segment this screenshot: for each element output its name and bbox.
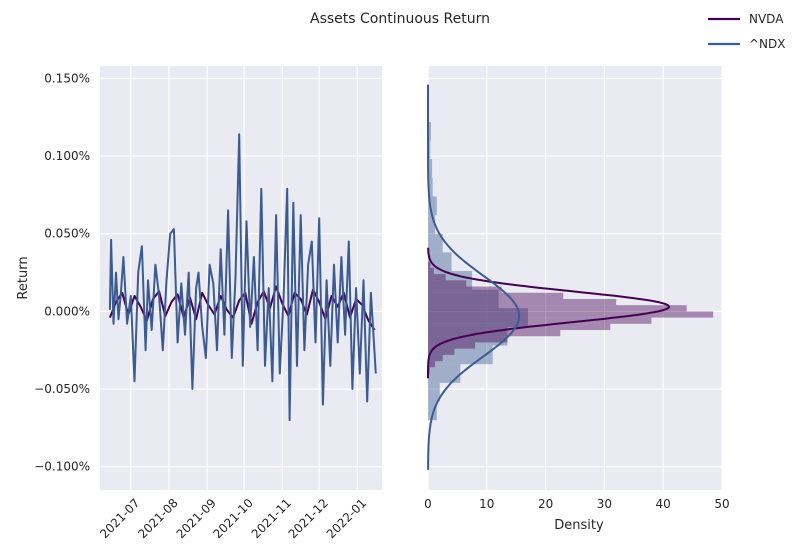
hist-bar-nvda	[428, 298, 617, 306]
left-x-tick-label: 2021-08	[135, 496, 180, 541]
right-kde-curves	[427, 84, 671, 470]
left-x-ticks: 2021-072021-082021-092021-102021-112021-…	[97, 496, 369, 541]
left-y-tick-label: 0.000%	[44, 304, 90, 318]
hist-bar-ndx	[428, 345, 493, 365]
right-x-tick-label: 10	[479, 497, 494, 511]
hist-bar-nvda	[428, 286, 502, 293]
hist-bar-ndx	[428, 308, 528, 327]
hist-bar-nvda	[428, 342, 476, 349]
hist-bar-ndx	[428, 401, 437, 421]
hist-bar-ndx	[428, 121, 431, 141]
legend: NVDA ^NDX	[708, 12, 786, 51]
hist-bar-ndx	[428, 289, 499, 309]
right-x-tick-label: 40	[656, 497, 671, 511]
hist-bar-nvda	[428, 317, 652, 324]
left-y-axis-label: Return	[16, 256, 31, 299]
left-grid	[100, 66, 382, 490]
right-plot-area	[428, 66, 722, 490]
hist-bar-nvda	[428, 267, 434, 275]
series-line-ndx	[108, 133, 377, 422]
kde-curve-ndx	[427, 84, 521, 470]
left-x-tick-label: 2021-07	[97, 496, 142, 541]
hist-bar-ndx	[428, 382, 440, 402]
hist-bar-nvda	[428, 311, 714, 318]
hist-bar-nvda	[428, 280, 467, 287]
right-x-tick-label: 0	[424, 497, 432, 511]
left-series	[108, 133, 377, 422]
hist-bar-ndx	[428, 233, 443, 253]
hist-bar-ndx	[428, 196, 437, 216]
hist-bar-nvda	[428, 305, 687, 312]
right-axes: 0 10 20 30 40 50 Density	[424, 66, 730, 533]
hist-bar-nvda	[428, 330, 561, 337]
chart-title: Assets Continuous Return	[310, 11, 490, 27]
right-x-axis-label: Density	[554, 518, 604, 533]
hist-bar-ndx	[428, 215, 436, 234]
left-y-tick-label: 0.100%	[44, 149, 90, 163]
hist-bar-nvda	[428, 361, 436, 368]
hist-bar-nvda	[428, 292, 564, 299]
left-x-tick-label: 2022-01	[324, 496, 369, 541]
legend-label-ndx: ^NDX	[749, 37, 786, 51]
right-x-ticks: 0 10 20 30 40 50	[424, 497, 729, 511]
hist-bar-ndx	[428, 159, 433, 178]
hist-bar-nvda	[428, 354, 443, 362]
kde-curve-nvda	[427, 247, 671, 379]
left-axes: −0.100% −0.050% 0.000% 0.050% 0.100% 0.150% 2…	[16, 66, 382, 541]
hist-bar-nvda	[428, 274, 446, 281]
left-y-tick-label: −0.100%	[34, 460, 90, 474]
right-x-tick-label: 50	[714, 497, 729, 511]
left-y-tick-label: 0.050%	[44, 227, 90, 241]
legend-label-nvda: NVDA	[749, 12, 784, 26]
left-x-tick-label: 2021-11	[249, 496, 294, 541]
hist-bar-nvda	[428, 336, 508, 343]
left-x-tick-label: 2021-09	[174, 496, 219, 541]
right-x-tick-label: 30	[597, 497, 612, 511]
hist-bar-nvda	[428, 323, 611, 331]
hist-bar-nvda	[428, 348, 455, 355]
hist-bar-ndx	[428, 364, 461, 383]
left-x-tick-label: 2021-12	[286, 496, 331, 541]
hist-bar-ndx	[428, 177, 433, 197]
left-y-ticks: −0.100% −0.050% 0.000% 0.050% 0.100% 0.150%	[34, 71, 90, 473]
left-y-tick-label: −0.050%	[34, 382, 90, 396]
hist-bar-nvda	[428, 261, 431, 268]
right-x-tick-label: 20	[538, 497, 553, 511]
left-x-tick-label: 2021-10	[211, 496, 256, 541]
hist-bar-ndx	[428, 140, 431, 160]
left-y-tick-label: 0.150%	[44, 71, 90, 85]
